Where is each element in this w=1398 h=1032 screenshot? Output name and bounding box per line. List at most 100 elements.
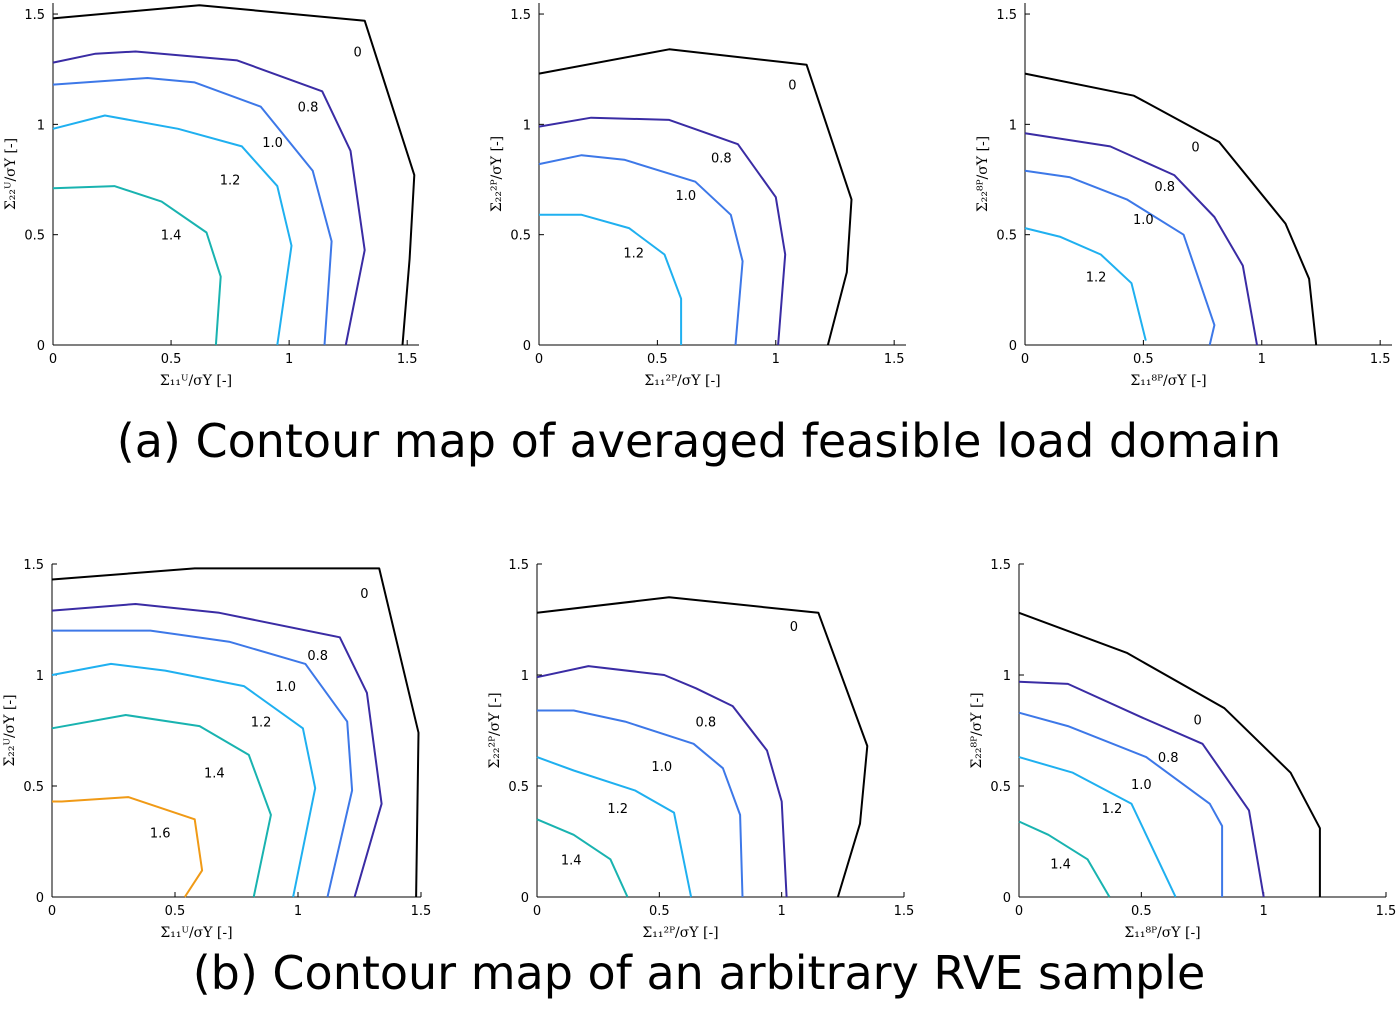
x-tick-label: 0.5 (1131, 904, 1152, 919)
panel-b-8P: 0 0.5 1 1.5 0 0.5 1 1.5 Σ₁₁⁸ᴾ/σY [-] Σ₂₂⁸ᴾ/σY [-]… (969, 558, 1396, 941)
contour-label: 1.0 (1131, 778, 1152, 793)
x-tick-label: 0.5 (647, 352, 668, 367)
y-tick-label: 0.5 (996, 229, 1017, 244)
contour-label: 0.8 (307, 649, 328, 664)
contour-label: 1.0 (1133, 213, 1154, 228)
contour-line-1-0 (52, 77, 333, 346)
x-tick-label: 1.5 (411, 904, 432, 919)
contour-line-0-8 (51, 603, 383, 898)
x-tick-label: 0.5 (649, 904, 670, 919)
x-tick-label: 0.5 (165, 904, 186, 919)
contour-label: 1.2 (220, 174, 241, 189)
contour-line-1-0 (537, 709, 744, 898)
contour-line-1-0 (1018, 711, 1224, 897)
x-axis-label: Σ₁₁⁸ᴾ/σY [-] (1124, 925, 1200, 941)
panel-b-2P: 0 0.5 1 1.5 0 0.5 1 1.5 Σ₁₁²ᴾ/σY [-] Σ₂₂²ᴾ/σY [-]… (487, 558, 914, 941)
contour-label: 1.2 (1102, 802, 1123, 817)
x-axis-label: Σ₁₁ᵁ/σY [-] (160, 925, 232, 941)
panel-a-U: 0 0.5 1 1.5 0 0.5 1 1.5 Σ₁₁ᵁ/σY [-] Σ₂₂ᵁ/σY [-] 0 0… (3, 3, 419, 389)
contour-label: 0 (1191, 140, 1199, 155)
contour-line-1-2 (536, 756, 693, 898)
contour-label: 1.4 (161, 229, 182, 244)
y-tick-label: 0 (1009, 339, 1017, 354)
y-axis-label: Σ₂₂⁸ᴾ/σY [-] (969, 692, 985, 768)
x-tick-label: 1.5 (1376, 904, 1397, 919)
y-tick-label: 1 (36, 669, 44, 684)
contour-label: 1.2 (251, 716, 272, 731)
contour-line-0 (51, 567, 420, 898)
x-tick-label: 0 (1015, 904, 1023, 919)
x-tick-label: 1 (1258, 352, 1266, 367)
y-axis-label: Σ₂₂ᵁ/σY [-] (2, 694, 18, 766)
contour-line-0 (1018, 611, 1321, 897)
contour-line-1-4 (51, 714, 272, 898)
contour-line-1-6 (52, 796, 204, 898)
contour-line-0-8 (536, 665, 788, 898)
contour-label: 1.0 (651, 760, 672, 775)
contour-label: 0 (790, 620, 798, 635)
contour-label: 1.2 (607, 802, 628, 817)
contour-label: 0 (353, 46, 361, 61)
x-tick-label: 1.5 (884, 352, 905, 367)
contour-label: 0.8 (695, 716, 716, 731)
contour-label: 0.8 (298, 101, 319, 116)
x-tick-label: 1.5 (397, 352, 418, 367)
caption-a: (a) Contour map of averaged feasible loa… (116, 414, 1282, 468)
x-tick-label: 0.5 (161, 352, 182, 367)
x-tick-label: 0 (533, 904, 541, 919)
contour-line-0 (538, 48, 853, 346)
contour-label: 1.0 (275, 680, 296, 695)
x-tick-label: 1 (285, 352, 293, 367)
contour-label: 1.2 (623, 246, 644, 261)
panel-a-2P: 0 0.5 1 1.5 0 0.5 1 1.5 Σ₁₁²ᴾ/σY [-] Σ₂₂²ᴾ/σY [-]… (489, 3, 906, 389)
contour-line-1-0 (1024, 169, 1216, 346)
y-axis-label: Σ₂₂ᵁ/σY [-] (3, 138, 19, 210)
contour-line-1-2 (51, 662, 317, 898)
x-tick-label: 0 (535, 352, 543, 367)
y-tick-label: 1.5 (508, 558, 529, 573)
contour-line-1-2 (539, 213, 683, 345)
contour-line-0-8 (52, 50, 366, 346)
contour-label: 1.2 (1086, 271, 1107, 286)
y-tick-label: 0.5 (24, 229, 45, 244)
contour-line-0 (1024, 72, 1318, 346)
contour-label: 0 (1193, 713, 1201, 728)
contour-label: 1.4 (1050, 858, 1071, 873)
y-tick-label: 0.5 (23, 780, 44, 795)
x-tick-label: 0 (1021, 352, 1029, 367)
x-tick-label: 0 (48, 904, 56, 919)
contour-label: 0 (788, 79, 796, 94)
contour-line-0 (536, 596, 869, 898)
y-tick-label: 0.5 (508, 780, 529, 795)
contour-line-0-8 (1018, 680, 1265, 898)
contour-line-1-4 (1018, 820, 1111, 898)
y-tick-label: 1.5 (996, 8, 1017, 23)
x-axis-label: Σ₁₁²ᴾ/σY [-] (644, 373, 720, 389)
contour-line-1-2 (1018, 756, 1177, 898)
contour-label: 1.6 (150, 827, 171, 842)
x-tick-label: 1 (772, 352, 780, 367)
y-tick-label: 1 (1003, 669, 1011, 684)
y-tick-label: 1 (37, 118, 45, 133)
contour-line-1-0 (52, 629, 354, 898)
y-tick-label: 1 (523, 118, 531, 133)
y-tick-label: 0 (36, 891, 44, 906)
contour-line-0-8 (1024, 132, 1258, 346)
y-tick-label: 1 (1009, 118, 1017, 133)
x-tick-label: 1 (294, 904, 302, 919)
x-tick-label: 1.5 (894, 904, 915, 919)
x-axis-label: Σ₁₁ᵁ/σY [-] (160, 373, 232, 389)
contour-line-1-0 (538, 154, 744, 346)
contour-line-1-2 (52, 114, 293, 346)
y-tick-label: 1.5 (24, 8, 45, 23)
panel-a-8P: 0 0.5 1 1.5 0 0.5 1 1.5 Σ₁₁⁸ᴾ/σY [-] Σ₂₂⁸ᴾ/σY [-]… (975, 3, 1392, 389)
y-axis-label: Σ₂₂²ᴾ/σY [-] (489, 136, 505, 212)
x-tick-label: 1 (778, 904, 786, 919)
contour-label: 1.0 (675, 189, 696, 204)
contour-label: 0.8 (711, 151, 732, 166)
y-tick-label: 0.5 (990, 780, 1011, 795)
contour-line-1-2 (1024, 227, 1147, 341)
y-axis-label: Σ₂₂²ᴾ/σY [-] (487, 692, 503, 768)
x-tick-label: 1.5 (1370, 352, 1391, 367)
